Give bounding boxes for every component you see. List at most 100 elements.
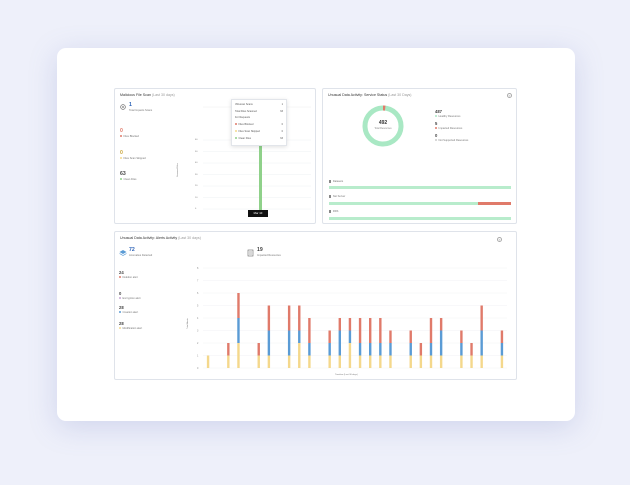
alert-bar-segment[interactable] [460, 355, 463, 369]
help-icon[interactable]: ? [497, 237, 502, 242]
alert-bar-segment[interactable] [267, 355, 271, 369]
alert-bar-segment[interactable] [257, 343, 260, 356]
alert-bar-segment[interactable] [460, 343, 463, 356]
alert-bar-segment[interactable] [500, 330, 504, 344]
alert-bar-segment[interactable] [480, 355, 483, 369]
alert-bar-segment[interactable] [308, 355, 311, 369]
alert-bar-segment[interactable] [227, 355, 230, 369]
alerts-chart: 0 1 2 3 4 5 6 7 8 [197, 267, 507, 370]
alert-bar-segment[interactable] [409, 330, 412, 344]
alert-bar-segment[interactable] [409, 343, 412, 356]
alert-bar-segment[interactable] [348, 330, 352, 344]
tooltip-row: Clean Files 63 [235, 137, 283, 140]
alert-bar-segment[interactable] [389, 343, 392, 356]
alert-bar-segment[interactable] [439, 355, 443, 369]
alert-bar-segment[interactable] [379, 343, 382, 356]
alert-bar-segment[interactable] [267, 330, 271, 356]
alert-bar-segment[interactable] [328, 330, 331, 344]
alert-bar-segment[interactable] [298, 330, 301, 344]
alert-bar-segment[interactable] [267, 305, 271, 331]
legend-dot-icon [119, 327, 121, 330]
service-name: RDS [332, 210, 339, 213]
healthy-label: Healthy Resources [435, 115, 460, 118]
y-axis-label: Scanned Files [177, 163, 179, 177]
malware-y-ticks: 60 50 40 30 20 10 0 [195, 139, 205, 211]
alert-bar-segment[interactable] [389, 330, 392, 344]
donut-label: Total Resources [374, 127, 392, 130]
alert-bar-segment[interactable] [328, 355, 331, 369]
service-row-rds: RDS [329, 210, 338, 213]
alert-bar-segment[interactable] [287, 330, 291, 356]
help-icon[interactable]: ? [507, 93, 512, 98]
scan-skipped-label: Files Scan Skipped [120, 157, 146, 160]
alert-bar-segment[interactable] [338, 355, 341, 369]
alert-bar-segment[interactable] [369, 355, 372, 369]
y-tick: 4 [197, 317, 199, 320]
alert-bar-segment[interactable] [500, 343, 504, 356]
alert-bar-segment[interactable] [308, 343, 311, 356]
alert-bar-segment[interactable] [369, 343, 372, 356]
tooltip-header-value: 1 [281, 103, 283, 106]
alert-bar-segment[interactable] [328, 343, 331, 356]
alert-bar-segment[interactable] [348, 318, 352, 331]
healthy-count: 487 [435, 109, 442, 114]
alert-bar-segment[interactable] [379, 355, 382, 369]
files-blocked-label: Files Blocked [120, 135, 139, 138]
y-tick: 0 [197, 367, 199, 370]
alert-bar-segment[interactable] [308, 318, 311, 343]
alert-bar-segment[interactable] [358, 318, 362, 343]
alert-bar-segment[interactable] [439, 318, 443, 331]
alert-bar-segment[interactable] [460, 330, 463, 344]
alert-bar-segment[interactable] [480, 305, 483, 331]
y-tick: 20 [195, 185, 198, 187]
alert-bar-segment[interactable] [237, 318, 240, 343]
alert-bar-segment[interactable] [287, 305, 291, 331]
alert-bar-segment[interactable] [287, 355, 291, 369]
scan-skipped-count: 0 [120, 150, 123, 156]
anomalies-count: 72 [129, 247, 135, 253]
alert-bar-segment[interactable] [419, 343, 423, 356]
tooltip-row-label: Files Scan Skipped [238, 130, 260, 133]
service-row-datasets: Datasets [329, 180, 343, 183]
alert-bar-segment[interactable] [348, 343, 352, 368]
panel-title: Malicious File Scan (Last 30 days) [120, 93, 175, 97]
service-status-panel: Unusual Data Activity: Service Status (L… [322, 88, 517, 224]
alert-bar-segment[interactable] [338, 330, 341, 356]
alert-bar-segment[interactable] [429, 318, 433, 343]
alert-bar-segment[interactable] [409, 355, 412, 369]
alert-bar-segment[interactable] [358, 355, 362, 369]
alert-bar-segment[interactable] [439, 330, 443, 356]
alert-bar-segment[interactable] [470, 343, 473, 356]
alert-bar-segment[interactable] [419, 355, 423, 369]
clean-files-bar[interactable] [259, 138, 262, 210]
alert-bar-segment[interactable] [257, 355, 260, 369]
service-bar-rds[interactable] [329, 217, 511, 220]
alert-bar-segment[interactable] [470, 355, 473, 369]
alert-bar-segment[interactable] [369, 318, 372, 343]
y-tick: 40 [195, 162, 198, 164]
alert-bar-segment[interactable] [500, 355, 504, 369]
tooltip-row-value: 63 [280, 137, 283, 140]
alert-bar-segment[interactable] [379, 318, 382, 343]
alert-bar-segment[interactable] [237, 293, 240, 318]
alert-bar-segment[interactable] [429, 343, 433, 356]
files-blocked-count: 0 [120, 128, 123, 134]
service-icon [329, 180, 332, 183]
alert-bar-segment[interactable] [429, 355, 433, 369]
alert-bar-segment[interactable] [389, 355, 392, 369]
panel-title-text: Unusual Data Activity: Alerts Activity [120, 236, 178, 240]
alert-bar-segment[interactable] [298, 343, 301, 368]
tooltip-header: VRescan Scans 1 [235, 103, 283, 106]
alert-bar-segment[interactable] [298, 305, 301, 331]
service-donut[interactable] [361, 104, 405, 148]
alert-bar-segment[interactable] [480, 330, 483, 356]
alert-bar-segment[interactable] [206, 355, 210, 369]
alert-bar-segment[interactable] [227, 343, 230, 356]
service-bar-netserver[interactable] [329, 202, 511, 205]
alert-bar-segment[interactable] [237, 343, 240, 368]
tooltip-row-value: 63 [280, 110, 283, 113]
service-name: Datasets [332, 180, 344, 183]
alert-bar-segment[interactable] [338, 318, 341, 331]
service-bar-datasets[interactable] [329, 186, 511, 189]
alert-bar-segment[interactable] [358, 343, 362, 356]
